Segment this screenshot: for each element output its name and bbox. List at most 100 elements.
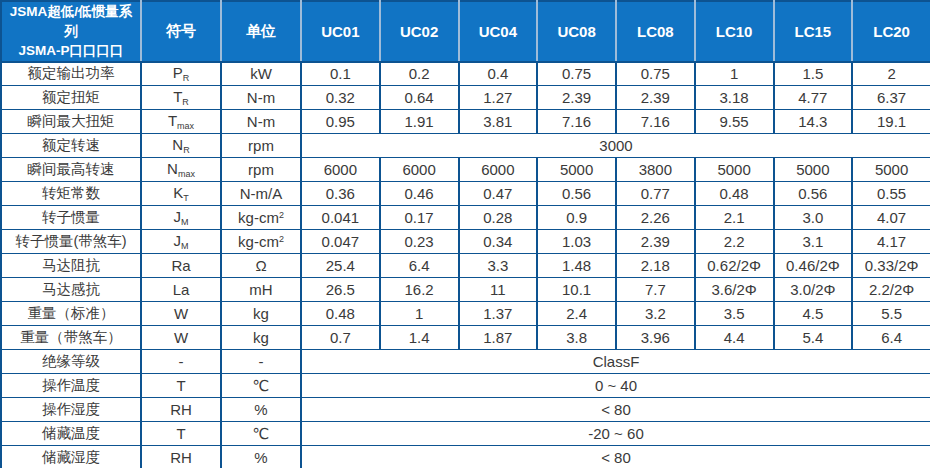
value-cell: 0.46/2Φ [774, 254, 853, 278]
model-column-header: UC01 [301, 1, 380, 62]
header-row: JSMA超低/低惯量系列 JSMA-P口口口口 符号 单位 UC01UC02UC… [1, 1, 930, 62]
value-cell: 6000 [301, 158, 380, 182]
merged-value-cell: 3000 [301, 134, 930, 158]
value-cell: 3.0/2Φ [774, 278, 853, 302]
value-cell: 5000 [537, 158, 616, 182]
value-cell: 1 [695, 62, 774, 86]
merged-value-cell: < 80 [301, 446, 930, 468]
value-cell: 2.18 [616, 254, 695, 278]
value-cell: 0.17 [380, 206, 459, 230]
table-row: 额定输出功率PRkW0.10.20.40.750.7511.52 [1, 62, 930, 86]
value-cell: 26.5 [301, 278, 380, 302]
unit-cell: rpm [221, 158, 301, 182]
value-cell: 2.2/2Φ [852, 278, 930, 302]
table-row: 重量（带煞车）Wkg0.71.41.873.83.964.45.46.4 [1, 326, 930, 350]
value-cell: 0.77 [616, 182, 695, 206]
row-label: 马达感抗 [1, 278, 141, 302]
symbol-cell: W [141, 302, 221, 326]
value-cell: 6.4 [852, 326, 930, 350]
unit-cell: % [221, 398, 301, 422]
unit-cell: kW [221, 62, 301, 86]
value-cell: 1.5 [774, 62, 853, 86]
value-cell: 1.4 [380, 326, 459, 350]
unit-cell: N-m/A [221, 182, 301, 206]
row-label: 转矩常数 [1, 182, 141, 206]
value-cell: 6000 [380, 158, 459, 182]
value-cell: 2.1 [695, 206, 774, 230]
model-column-header: UC02 [380, 1, 459, 62]
value-cell: 2.2 [695, 230, 774, 254]
value-cell: 0.047 [301, 230, 380, 254]
value-cell: 0.28 [459, 206, 538, 230]
value-cell: 2 [852, 62, 930, 86]
unit-cell: kg [221, 326, 301, 350]
value-cell: 0.75 [616, 62, 695, 86]
row-label: 瞬间最大扭矩 [1, 110, 141, 134]
value-cell: 3.0 [774, 206, 853, 230]
value-cell: 9.55 [695, 110, 774, 134]
value-cell: 0.9 [537, 206, 616, 230]
unit-superscript: 2 [279, 234, 284, 244]
table-row: 操作温度T℃0 ~ 40 [1, 374, 930, 398]
value-cell: 0.32 [301, 86, 380, 110]
row-label: 额定扭矩 [1, 86, 141, 110]
symbol-subscript: R [183, 145, 190, 155]
table-row: 转矩常数KTN-m/A0.360.460.470.560.770.480.560… [1, 182, 930, 206]
symbol-cell: NR [141, 134, 221, 158]
row-label: 重量（标准） [1, 302, 141, 326]
unit-cell: mH [221, 278, 301, 302]
value-cell: 3.6/2Φ [695, 278, 774, 302]
unit-cell: ℃ [221, 422, 301, 446]
table-row: 重量（标准）Wkg0.4811.372.43.23.54.55.5 [1, 302, 930, 326]
symbol-cell: La [141, 278, 221, 302]
value-cell: 1 [380, 302, 459, 326]
unit-column-header: 单位 [221, 1, 301, 62]
value-cell: 2.39 [616, 230, 695, 254]
value-cell: 0.4 [459, 62, 538, 86]
symbol-cell: JM [141, 206, 221, 230]
symbol-cell: TR [141, 86, 221, 110]
row-label: 操作湿度 [1, 398, 141, 422]
value-cell: 0.1 [301, 62, 380, 86]
value-cell: 6000 [459, 158, 538, 182]
symbol-subscript: R [183, 73, 190, 83]
unit-cell: rpm [221, 134, 301, 158]
unit-cell: N-m [221, 110, 301, 134]
row-label: 操作温度 [1, 374, 141, 398]
symbol-subscript: M [181, 241, 189, 251]
unit-cell: - [221, 350, 301, 374]
table-row: 转子惯量(带煞车)JMkg-cm20.0470.230.341.032.392.… [1, 230, 930, 254]
table-row: 转子惯量JMkg-cm20.0410.170.280.92.262.13.04.… [1, 206, 930, 230]
symbol-subscript: max [177, 121, 194, 131]
value-cell: 0.62/2Φ [695, 254, 774, 278]
value-cell: 0.48 [301, 302, 380, 326]
value-cell: 2.39 [537, 86, 616, 110]
value-cell: 4.4 [695, 326, 774, 350]
symbol-cell: RH [141, 398, 221, 422]
model-column-header: LC15 [774, 1, 853, 62]
value-cell: 3.96 [616, 326, 695, 350]
merged-value-cell: -20 ~ 60 [301, 422, 930, 446]
row-label: 转子惯量(带煞车) [1, 230, 141, 254]
value-cell: 0.47 [459, 182, 538, 206]
value-cell: 1.87 [459, 326, 538, 350]
value-cell: 4.77 [774, 86, 853, 110]
value-cell: 3800 [616, 158, 695, 182]
value-cell: 0.95 [301, 110, 380, 134]
symbol-cell: W [141, 326, 221, 350]
merged-value-cell: < 80 [301, 398, 930, 422]
table-row: 储藏湿度RH%< 80 [1, 446, 930, 468]
table-row: 储藏温度T℃-20 ~ 60 [1, 422, 930, 446]
value-cell: 3.8 [537, 326, 616, 350]
value-cell: 4.5 [774, 302, 853, 326]
model-column-header: LC08 [616, 1, 695, 62]
motor-spec-table: JSMA超低/低惯量系列 JSMA-P口口口口 符号 单位 UC01UC02UC… [0, 0, 930, 468]
value-cell: 0.34 [459, 230, 538, 254]
value-cell: 0.2 [380, 62, 459, 86]
spec-table-body: 额定输出功率PRkW0.10.20.40.750.7511.52额定扭矩TRN-… [1, 62, 930, 468]
row-label: 转子惯量 [1, 206, 141, 230]
value-cell: 5.4 [774, 326, 853, 350]
unit-cell: Ω [221, 254, 301, 278]
symbol-cell: RH [141, 446, 221, 468]
value-cell: 3.1 [774, 230, 853, 254]
